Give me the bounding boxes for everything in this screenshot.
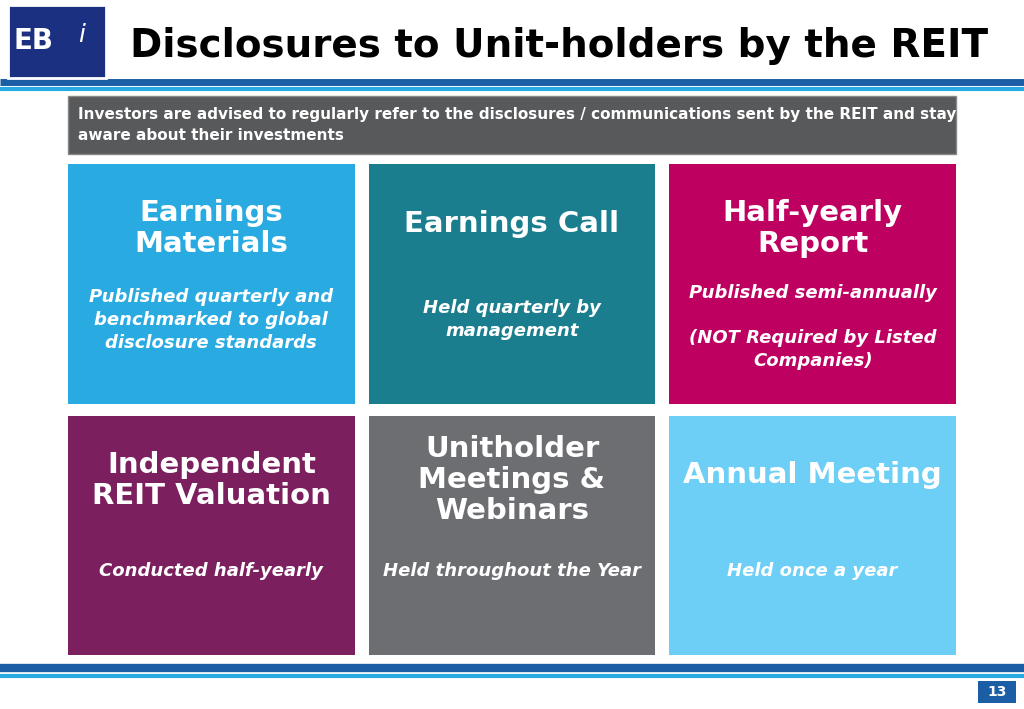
Text: Held once a year: Held once a year: [727, 562, 898, 580]
Text: Earnings
Materials: Earnings Materials: [134, 199, 289, 258]
Text: Published semi-annually

(NOT Required by Listed
Companies): Published semi-annually (NOT Required by…: [689, 284, 937, 370]
FancyBboxPatch shape: [369, 415, 655, 655]
Text: Published quarterly and
benchmarked to global
disclosure standards: Published quarterly and benchmarked to g…: [89, 288, 334, 352]
Text: 13: 13: [987, 685, 1007, 699]
FancyBboxPatch shape: [68, 415, 354, 655]
Text: Held quarterly by
management: Held quarterly by management: [423, 299, 601, 340]
FancyBboxPatch shape: [56, 9, 100, 73]
FancyBboxPatch shape: [978, 681, 1016, 703]
Text: Disclosures to Unit-holders by the REIT: Disclosures to Unit-holders by the REIT: [130, 27, 988, 65]
Text: Held throughout the Year: Held throughout the Year: [383, 562, 641, 580]
Text: Half-yearly
Report: Half-yearly Report: [723, 199, 903, 258]
Text: EB: EB: [13, 27, 53, 55]
FancyBboxPatch shape: [68, 96, 956, 154]
FancyBboxPatch shape: [670, 415, 956, 655]
FancyBboxPatch shape: [670, 164, 956, 403]
Text: aware about their investments: aware about their investments: [78, 128, 344, 143]
Text: Investors are advised to regularly refer to the disclosures / communications sen: Investors are advised to regularly refer…: [78, 106, 956, 121]
FancyBboxPatch shape: [8, 5, 106, 78]
Text: Independent
REIT Valuation: Independent REIT Valuation: [92, 450, 331, 510]
Text: i: i: [79, 23, 85, 47]
FancyBboxPatch shape: [369, 164, 655, 403]
Text: Conducted half-yearly: Conducted half-yearly: [99, 562, 324, 580]
FancyBboxPatch shape: [12, 9, 54, 73]
FancyBboxPatch shape: [68, 164, 354, 403]
Text: Earnings Call: Earnings Call: [404, 210, 620, 238]
Text: Annual Meeting: Annual Meeting: [683, 462, 942, 489]
Text: Unitholder
Meetings &
Webinars: Unitholder Meetings & Webinars: [419, 435, 605, 525]
